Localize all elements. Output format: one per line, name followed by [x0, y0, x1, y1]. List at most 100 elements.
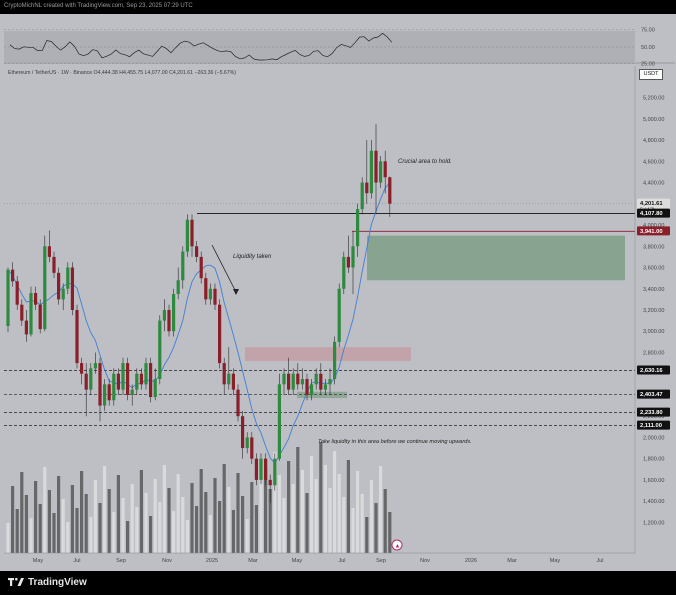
candle-body	[282, 373, 286, 385]
volume-bar	[291, 484, 295, 553]
price-tags: 4,201.615d 17h4,107.803,941.002,630.162,…	[637, 198, 670, 430]
candle	[190, 214, 194, 257]
candle-body	[89, 368, 93, 390]
candle	[162, 299, 166, 332]
volume-bar	[172, 511, 176, 553]
rsi-band	[4, 31, 635, 62]
volume-bar	[310, 456, 314, 553]
brand-name: TradingView	[28, 576, 87, 588]
y-tick-label: 5,000.00	[643, 117, 664, 123]
volume-bar	[356, 471, 360, 553]
candle-body	[264, 458, 268, 480]
candle	[319, 363, 323, 395]
volume-bar	[116, 475, 120, 553]
y-tick-label: 4,800.00	[643, 138, 664, 144]
candle-body	[47, 246, 51, 257]
candle-body	[176, 280, 180, 295]
candle-body	[259, 458, 263, 480]
volume-bar	[75, 508, 79, 553]
candle	[342, 251, 346, 295]
candle-body	[70, 267, 74, 310]
candle-body	[314, 373, 318, 385]
volume-bar	[70, 485, 74, 553]
volume-bar	[227, 487, 231, 553]
candle	[126, 357, 130, 401]
price-tag-label: 2,111.00	[640, 423, 662, 429]
candle-body	[112, 373, 116, 401]
candle-body	[300, 379, 304, 385]
volume-bar	[379, 466, 383, 553]
candle-body	[66, 267, 70, 289]
volume-bar	[365, 517, 369, 553]
candle	[11, 262, 15, 287]
candle	[93, 352, 97, 374]
candle-body	[153, 379, 157, 398]
candle	[374, 124, 378, 215]
candle-body	[52, 256, 56, 273]
candle-body	[121, 363, 125, 390]
candle-body	[273, 458, 277, 486]
volume-bar	[199, 469, 203, 553]
candle	[121, 357, 125, 395]
candle-body	[227, 373, 231, 385]
volume-bar	[342, 497, 346, 553]
volume-bar	[162, 465, 166, 553]
y-tick-label: 4,400.00	[643, 181, 664, 187]
volume-bar	[268, 489, 272, 553]
candle-body	[185, 219, 189, 252]
symbol-info: Ethereum / TetherUS · 1W · Binance O4,44…	[8, 70, 237, 76]
candle-body	[139, 373, 143, 385]
candle	[259, 453, 263, 485]
volume-bar	[126, 521, 130, 553]
x-tick-label: Nov	[420, 558, 430, 564]
candle	[351, 231, 355, 295]
candle	[273, 453, 277, 491]
candle	[52, 251, 56, 279]
volume-bar	[305, 493, 309, 553]
currency-unit-badge[interactable]: USDT	[639, 69, 663, 80]
ma-line	[7, 182, 391, 465]
candle-body	[107, 384, 111, 401]
candle-body	[43, 246, 47, 330]
candle-body	[291, 373, 295, 390]
volume-bar	[89, 517, 93, 553]
price-tag-box	[637, 365, 670, 375]
candle	[365, 140, 369, 204]
candle-body	[213, 288, 217, 305]
x-tick-label: Sep	[376, 558, 386, 564]
candle-body	[158, 320, 162, 380]
candle-body	[24, 320, 28, 335]
candle	[356, 203, 360, 257]
candle-body	[310, 384, 314, 395]
volume-bar	[333, 451, 337, 553]
y-tick-label: 3,600.00	[643, 266, 664, 272]
price-tag: 3,941.00	[637, 226, 670, 236]
liquidity-zone	[297, 391, 347, 399]
candle-body	[84, 373, 88, 390]
tradingview-logo[interactable]: TradingView	[8, 575, 87, 589]
candle	[75, 304, 79, 369]
volume-bar	[277, 475, 281, 553]
volume-bar	[57, 476, 61, 553]
price-tag-box	[637, 389, 670, 399]
volume-bar	[213, 478, 217, 553]
candle-body	[208, 288, 212, 300]
volume-bar	[254, 505, 258, 553]
price-tag: 2,111.00	[637, 420, 670, 430]
candle	[116, 368, 120, 395]
candle-body	[250, 437, 254, 459]
x-tick-label: Mar	[248, 558, 258, 564]
candle	[241, 410, 245, 459]
candle-body	[296, 373, 300, 385]
candle	[277, 373, 281, 461]
volume-bar	[158, 502, 162, 553]
candle-body	[144, 363, 148, 385]
price-tag: 2,403.47	[637, 389, 670, 399]
y-tick-label: 4,000.00	[643, 223, 664, 229]
x-tick-label: Jul	[596, 558, 603, 564]
support-zone	[367, 235, 625, 281]
candle	[47, 230, 51, 263]
candle	[89, 363, 93, 395]
candle-body	[388, 177, 392, 204]
